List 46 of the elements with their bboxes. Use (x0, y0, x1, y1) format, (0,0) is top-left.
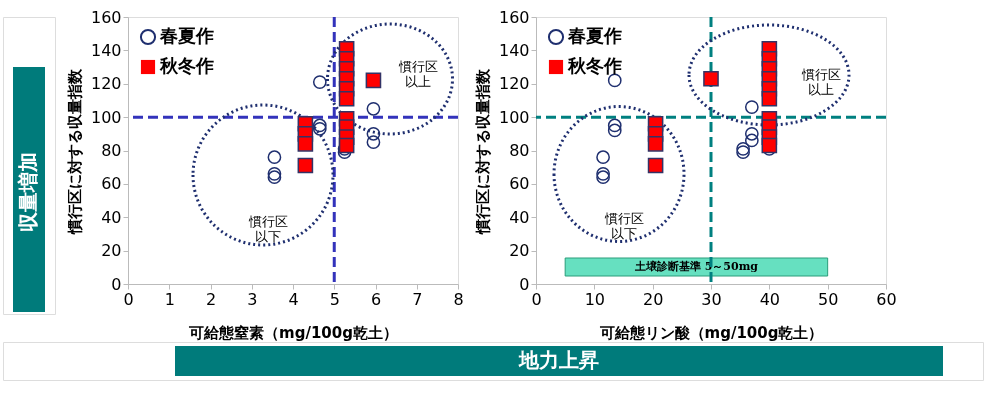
y-tick-label: 80 (101, 141, 122, 160)
y-tick-label: 20 (509, 241, 530, 261)
y-tick-label: 20 (101, 241, 122, 261)
legend-label: 春夏作 (159, 25, 214, 46)
x-tick-label: 40 (759, 289, 781, 309)
legend-label: 春夏作 (567, 25, 622, 46)
y-axis-title: 慣行区に対する収量指数 (65, 67, 84, 235)
y-tick-label: 100 (90, 107, 122, 127)
x-tick-label: 7 (412, 289, 423, 309)
y-tick-label: 0 (111, 274, 122, 294)
x-tick-label: 6 (370, 289, 382, 309)
y-tick-label: 120 (90, 74, 122, 94)
x-tick-label: 3 (247, 289, 258, 309)
text: 収量増加 (16, 152, 40, 232)
y-tick-label: 40 (509, 207, 530, 227)
annotation: 慣行区以下 (247, 214, 288, 244)
y-tick-label: 40 (101, 207, 122, 227)
y-tick-label: 100 (498, 107, 530, 127)
x-axis-title: 可給態リン酸（mg/100g乾土） (598, 323, 824, 342)
x-tick-label: 20 (642, 289, 664, 309)
y-tick-label: 80 (509, 141, 530, 160)
y-tick-label: 0 (519, 274, 530, 294)
y-tick-label: 120 (498, 74, 530, 94)
y-axis-title: 慣行区に対する収量指数 (473, 67, 492, 235)
annotation: 慣行区以下 (603, 211, 644, 241)
y-tick-label: 60 (509, 174, 530, 194)
x-tick-label: 10 (584, 289, 606, 309)
text: 地力上昇 (518, 348, 599, 372)
x-axis-title: 可給態窒素（mg/100g乾土） (188, 323, 398, 342)
y-tick-label: 160 (498, 7, 530, 27)
y-tick-label: 140 (498, 40, 530, 60)
y-tick-label: 60 (101, 174, 122, 194)
legend-label: 秋冬作 (567, 55, 622, 76)
x-tick-label: 4 (288, 289, 299, 309)
x-tick-label: 1 (164, 289, 175, 309)
x-tick-label: 30 (701, 289, 722, 309)
x-tick-label: 5 (329, 289, 340, 309)
y-tick-label: 140 (90, 40, 122, 60)
legend-label: 秋冬作 (159, 55, 214, 76)
y-tick-label: 160 (90, 7, 122, 27)
x-tick-label: 60 (876, 289, 897, 309)
x-tick-label: 8 (453, 289, 464, 309)
annotation: 慣行区以上 (397, 59, 438, 89)
x-tick-label: 50 (817, 289, 839, 309)
annotation: 慣行区以上 (800, 67, 841, 97)
x-tick-label: 2 (205, 289, 217, 309)
